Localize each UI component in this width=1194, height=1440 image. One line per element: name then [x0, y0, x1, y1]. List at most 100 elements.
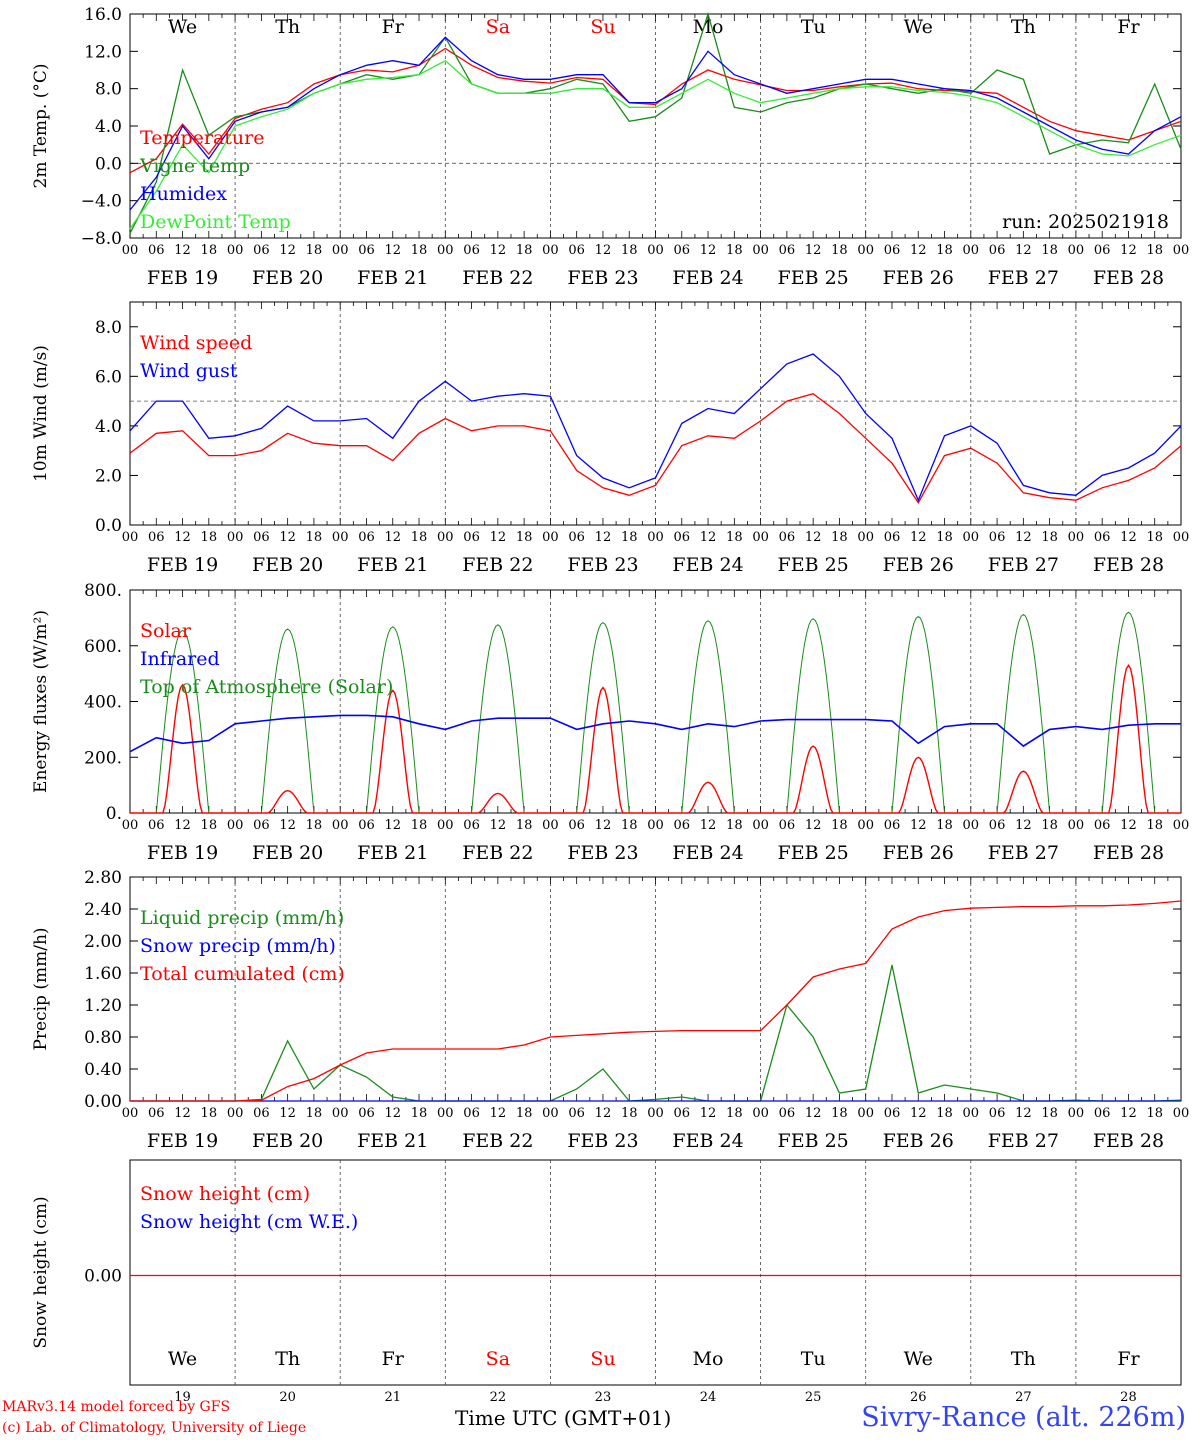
x-hour-label: 06 [1094, 1106, 1111, 1121]
x-hour-label: 00 [122, 1106, 139, 1121]
y-tick-label: 0.0 [95, 516, 122, 536]
x-hour-label: 00 [332, 243, 349, 258]
day-number-label: 27 [1015, 1390, 1032, 1405]
weekday-label: Fr [382, 16, 405, 38]
x-hour-label: 12 [700, 818, 717, 833]
infrared-line [129, 714, 1181, 753]
y-tick-label: 0.40 [84, 1060, 122, 1080]
day-number-label: 20 [279, 1390, 296, 1405]
x-hour-label: 12 [910, 530, 927, 545]
day-number-label: 28 [1120, 1390, 1137, 1405]
weekday-label: Sa [486, 16, 510, 38]
x-day-label: FEB 22 [462, 554, 533, 576]
x-hour-label: 18 [621, 243, 638, 258]
x-hour-label: 00 [1173, 818, 1190, 833]
x-hour-label: 18 [306, 818, 323, 833]
x-hour-label: 12 [595, 530, 612, 545]
x-hour-label: 00 [752, 243, 769, 258]
y-tick-label: 800. [84, 581, 122, 601]
weekday-label: Sa [486, 1348, 510, 1370]
weekday-label: Mo [693, 1348, 724, 1370]
x-hour-label: 06 [1094, 530, 1111, 545]
y-tick-label: 2.80 [84, 868, 122, 888]
x-hour-label: 12 [384, 243, 401, 258]
x-hour-label: 12 [910, 818, 927, 833]
model-credit: MARv3.14 model forced by GFS [2, 1399, 231, 1415]
y-tick-label: 2.0 [95, 466, 122, 486]
x-day-label: FEB 28 [1093, 267, 1164, 289]
time-axis-title: Time UTC (GMT+01) [455, 1406, 672, 1430]
x-hour-label: 12 [384, 1106, 401, 1121]
y-tick-label: 8.0 [95, 80, 122, 100]
solar-line [130, 663, 1181, 814]
legend-vigne-temp: Vigne temp [139, 155, 250, 177]
x-hour-label: 06 [674, 530, 691, 545]
x-hour-label: 06 [779, 1106, 796, 1121]
x-hour-label: 18 [516, 530, 533, 545]
x-hour-label: 12 [1015, 1106, 1032, 1121]
x-hour-label: 00 [647, 818, 664, 833]
x-hour-label: 00 [647, 530, 664, 545]
x-day-label: FEB 23 [567, 554, 638, 576]
x-hour-label: 00 [542, 530, 559, 545]
x-hour-label: 00 [332, 1106, 349, 1121]
x-hour-label: 06 [463, 243, 480, 258]
y-tick-label: 4.0 [95, 117, 122, 137]
y-tick-label: 0. [106, 804, 122, 824]
x-hour-label: 06 [253, 530, 270, 545]
legend-solar: Solar [140, 620, 192, 642]
x-hour-label: 00 [857, 1106, 874, 1121]
y-tick-label: −8.0 [81, 229, 122, 249]
weekday-label: We [904, 1348, 933, 1370]
x-hour-label: 18 [726, 1106, 743, 1121]
day-number-label: 24 [700, 1390, 717, 1405]
legend-wind-speed: Wind speed [140, 332, 252, 354]
precip-series-line [130, 964, 1182, 1102]
x-hour-label: 00 [227, 243, 244, 258]
legend-infrared: Infrared [140, 648, 220, 670]
x-hour-label: 18 [621, 818, 638, 833]
x-hour-label: 18 [936, 818, 953, 833]
x-hour-label: 12 [1120, 530, 1137, 545]
x-hour-label: 06 [674, 243, 691, 258]
x-hour-label: 12 [174, 1106, 191, 1121]
x-hour-label: 18 [516, 243, 533, 258]
weekday-label: Th [275, 16, 300, 38]
x-day-label: FEB 20 [252, 1130, 323, 1152]
x-hour-label: 12 [1015, 243, 1032, 258]
x-hour-label: 06 [884, 243, 901, 258]
x-hour-label: 12 [595, 818, 612, 833]
x-hour-label: 18 [1041, 818, 1058, 833]
x-hour-label: 18 [726, 530, 743, 545]
x-day-label: FEB 25 [778, 842, 849, 864]
y-tick-label: 12.0 [84, 42, 122, 62]
x-day-label: FEB 19 [147, 1130, 218, 1152]
x-hour-label: 00 [1068, 1106, 1085, 1121]
weekday-label: We [904, 16, 933, 38]
y-tick-label: 2.40 [84, 900, 122, 920]
x-hour-label: 18 [936, 1106, 953, 1121]
x-hour-label: 00 [332, 818, 349, 833]
y-tick-label: 1.20 [84, 996, 122, 1016]
x-hour-label: 06 [674, 818, 691, 833]
x-day-label: FEB 26 [883, 267, 954, 289]
x-hour-label: 00 [963, 1106, 980, 1121]
x-hour-label: 12 [279, 818, 296, 833]
x-hour-label: 00 [1173, 1106, 1190, 1121]
y-axis-label: Snow height (cm) [31, 1196, 51, 1348]
x-hour-label: 12 [279, 1106, 296, 1121]
weekday-label: Th [1011, 16, 1036, 38]
x-hour-label: 12 [490, 818, 507, 833]
y-tick-label: 0.0 [95, 154, 122, 174]
x-hour-label: 18 [306, 530, 323, 545]
x-hour-label: 06 [779, 818, 796, 833]
x-day-label: FEB 27 [988, 554, 1059, 576]
x-hour-label: 00 [227, 530, 244, 545]
x-hour-label: 18 [936, 530, 953, 545]
day-number-label: 26 [910, 1390, 927, 1405]
x-hour-label: 12 [1120, 818, 1137, 833]
x-hour-label: 06 [1094, 243, 1111, 258]
x-hour-label: 06 [568, 1106, 585, 1121]
x-hour-label: 06 [253, 1106, 270, 1121]
panel-frame [129, 301, 1182, 526]
